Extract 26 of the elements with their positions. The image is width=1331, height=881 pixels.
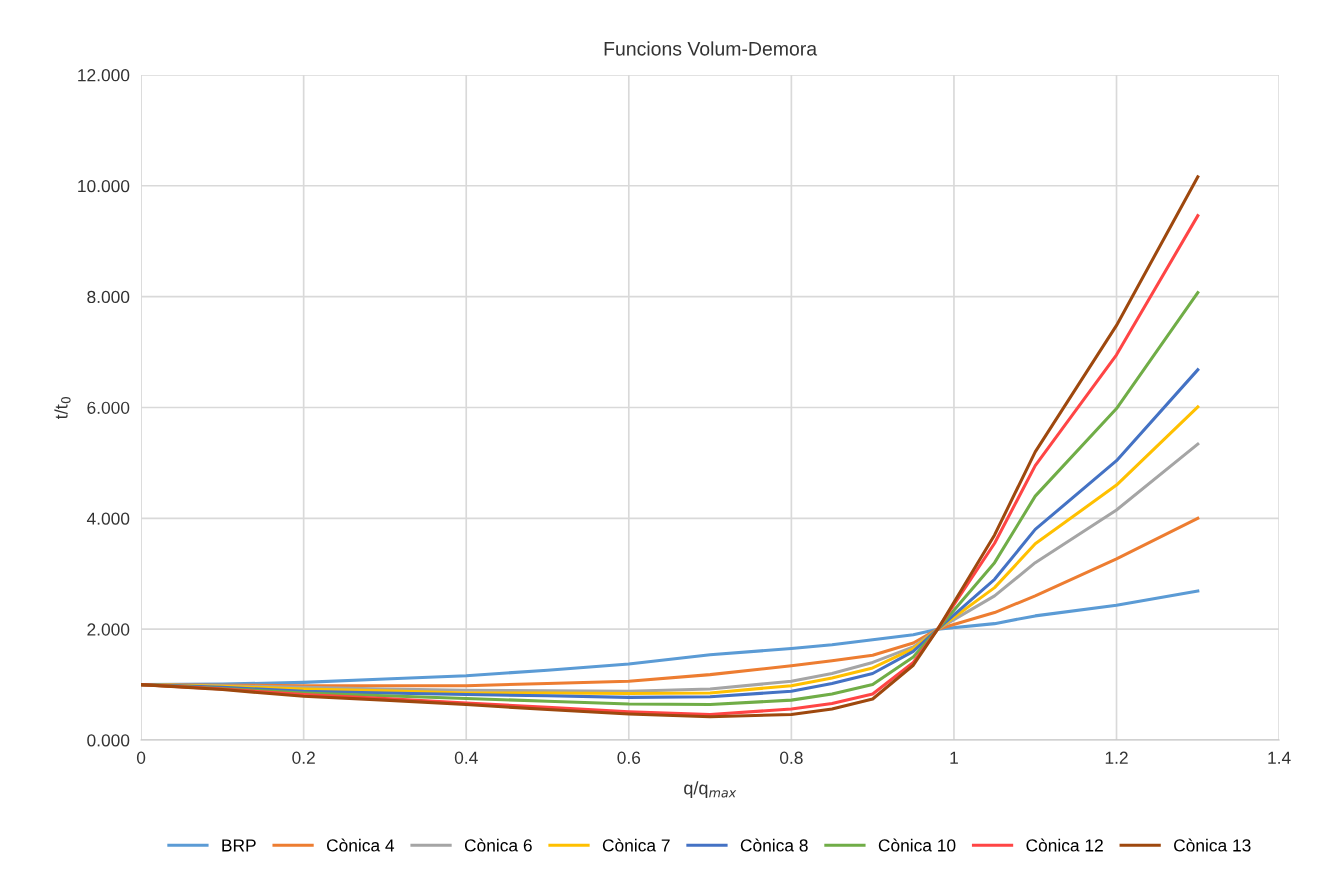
legend-label: Cònica 10 (878, 838, 956, 852)
legend-label: Cònica 7 (602, 838, 670, 852)
x-tick-label: 1 (950, 751, 958, 764)
y-tick-label: 12.000 (78, 69, 130, 82)
legend-label: Cònica 12 (1026, 838, 1103, 852)
chart-title: Funcions Volum-Demora (604, 41, 818, 56)
y-tick-label: 2.000 (87, 623, 130, 636)
legend-label: Cònica 8 (740, 838, 808, 852)
legend-label: Cònica 13 (1174, 838, 1251, 852)
x-tick-label: 0.8 (779, 751, 803, 764)
y-tick-label: 0.000 (87, 734, 130, 747)
legend-label: Cònica 6 (464, 838, 532, 852)
x-tick-label: 1.4 (1268, 751, 1291, 764)
legend-label: BRP (222, 839, 256, 852)
y-tick-label: 4.000 (86, 512, 130, 525)
y-axis-title: t/t$_{0}$ (54, 396, 71, 420)
y-tick-label: 6.000 (87, 401, 130, 414)
x-tick-label: 1.2 (1105, 751, 1128, 764)
legend-label: Cònica 4 (326, 838, 395, 852)
x-axis-title: q/q$_{max}$ (684, 781, 737, 799)
x-tick-label: 0.6 (617, 751, 641, 764)
x-tick-label: 0 (136, 751, 146, 764)
x-tick-label: 0.4 (454, 751, 478, 764)
x-tick-label: 0.2 (292, 751, 315, 764)
y-tick-label: 8.000 (87, 290, 130, 304)
y-tick-label: 10.000 (78, 179, 130, 193)
